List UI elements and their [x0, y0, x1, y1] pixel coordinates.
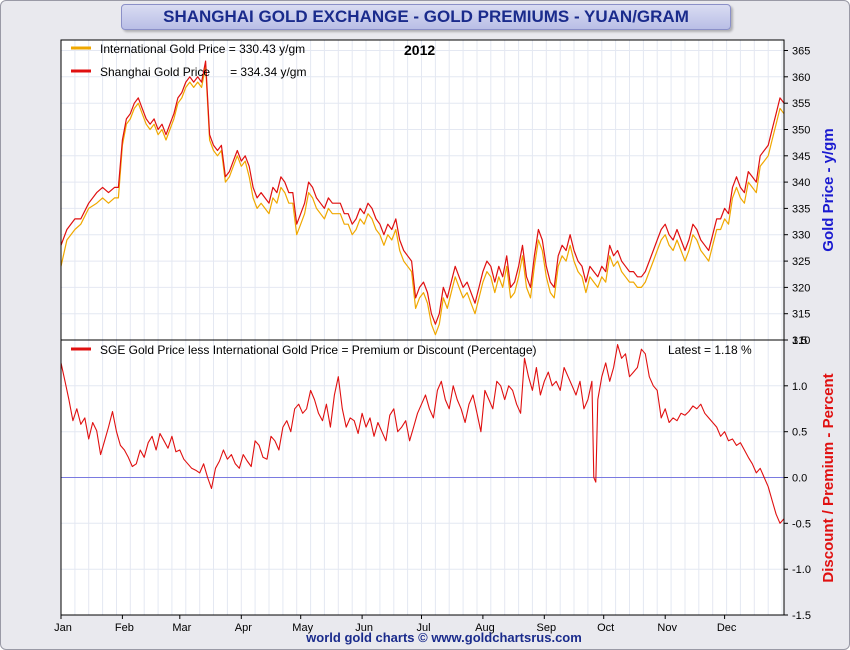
- price-tick-label: 340: [792, 177, 810, 189]
- month-tick-label: Mar: [172, 622, 191, 634]
- series: [60, 60, 785, 524]
- price-axis-title: Gold Price - y/gm: [820, 128, 837, 251]
- month-tick-label: Aug: [475, 622, 495, 634]
- month-tick-label: Jul: [416, 622, 430, 634]
- month-tick-label: Sep: [537, 622, 557, 634]
- month-tick-label: Nov: [657, 622, 677, 634]
- premium-tick-label: 0.0: [792, 473, 807, 485]
- legend-international-label: International Gold Price = 330.43 y/gm: [100, 42, 305, 56]
- price-tick-label: 315: [792, 309, 810, 321]
- price-tick-label: 350: [792, 125, 810, 137]
- y-ticks: 310 315 320 325 330 335 340 345 350 355 360 365 -1.5…: [784, 46, 811, 622]
- footer-credit: world gold charts © www.goldchartsrus.co…: [305, 630, 582, 645]
- price-tick-label: 365: [792, 46, 810, 58]
- premium-axis-title: Discount / Premium - Percent: [820, 373, 837, 582]
- month-tick-label: Jan: [54, 622, 72, 634]
- premium-tick-label: -1.0: [792, 564, 811, 576]
- premium-tick-label: 0.5: [792, 427, 807, 439]
- price-tick-label: 330: [792, 230, 810, 242]
- price-tick-label: 325: [792, 256, 810, 268]
- month-tick-label: Feb: [115, 622, 134, 634]
- x-ticks: Jan Feb Mar Apr May Jun Jul Aug Sep Oct Nov Dec: [54, 615, 737, 634]
- month-tick-label: Apr: [235, 622, 252, 634]
- month-tick-label: Dec: [717, 622, 737, 634]
- premium-tick-label: -1.5: [792, 610, 811, 622]
- price-tick-label: 335: [792, 203, 810, 215]
- premium-tick-label: 1.0: [792, 381, 807, 393]
- month-tick-label: Oct: [597, 622, 614, 634]
- legend-shanghai-label: Shanghai Gold Price = 334.34 y/gm: [100, 65, 306, 79]
- legend-premium-label: SGE Gold Price less International Gold P…: [100, 343, 537, 357]
- price-tick-label: 355: [792, 98, 810, 110]
- month-tick-label: Jun: [355, 622, 373, 634]
- price-tick-label: 310: [792, 335, 810, 347]
- premium-line: [60, 344, 785, 524]
- premium-tick-label: -0.5: [792, 518, 811, 530]
- international-price-line: [60, 65, 785, 336]
- year-label: 2012: [404, 42, 435, 58]
- price-tick-label: 320: [792, 282, 810, 294]
- month-tick-label: May: [292, 622, 313, 634]
- price-tick-label: 345: [792, 151, 810, 163]
- chart-title: SHANGHAI GOLD EXCHANGE - GOLD PREMIUMS -…: [121, 4, 731, 30]
- premium-tick-label: 1.5: [792, 335, 807, 347]
- price-tick-label: 360: [792, 72, 810, 84]
- price-panel-background: [61, 40, 784, 340]
- latest-label: Latest = 1.18 %: [668, 343, 752, 357]
- shanghai-price-line: [60, 60, 785, 325]
